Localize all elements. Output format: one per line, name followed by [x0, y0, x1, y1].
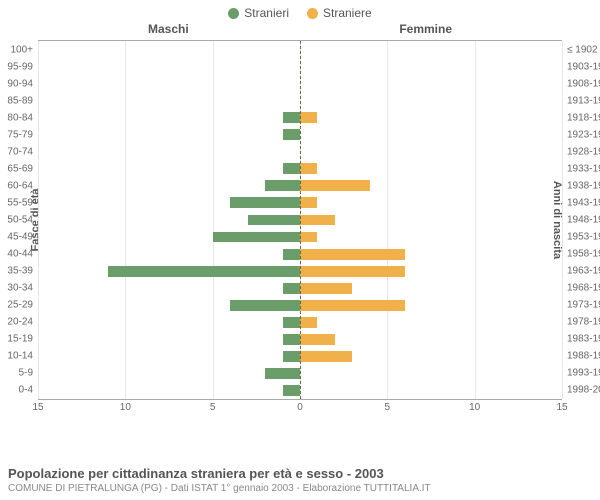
age-label: 75-79 — [7, 129, 38, 140]
x-tick: 10 — [469, 402, 480, 413]
bar-male — [213, 232, 300, 243]
bar-female — [300, 112, 317, 123]
x-tick: 0 — [297, 402, 303, 413]
bar-female — [300, 163, 317, 174]
footer-subtitle: COMUNE DI PIETRALUNGA (PG) - Dati ISTAT … — [8, 483, 431, 494]
age-label: 80-84 — [7, 112, 38, 123]
year-label: 1998-2002 — [562, 385, 600, 396]
bar-male — [108, 266, 300, 277]
zero-line — [300, 41, 301, 399]
bar-male — [230, 300, 300, 311]
bar-male — [283, 351, 300, 362]
age-label: 30-34 — [7, 283, 38, 294]
year-label: 1928-1932 — [562, 146, 600, 157]
year-label: 1983-1987 — [562, 334, 600, 345]
age-label: 25-29 — [7, 300, 38, 311]
x-tick: 5 — [210, 402, 216, 413]
bar-female — [300, 215, 335, 226]
bar-female — [300, 351, 352, 362]
age-label: 85-89 — [7, 95, 38, 106]
legend-item-female: Straniere — [307, 6, 372, 20]
year-label: 1908-1912 — [562, 78, 600, 89]
legend-label-male: Stranieri — [244, 6, 289, 20]
bar-male — [283, 334, 300, 345]
age-label: 45-49 — [7, 232, 38, 243]
bar-male — [283, 163, 300, 174]
bar-male — [230, 197, 300, 208]
x-tick: 5 — [385, 402, 391, 413]
bar-male — [265, 180, 300, 191]
year-label: 1993-1997 — [562, 368, 600, 379]
bar-female — [300, 249, 405, 260]
x-tick: 15 — [32, 402, 43, 413]
year-label: 1978-1982 — [562, 317, 600, 328]
bar-male — [283, 129, 300, 140]
plot-area: Fasce di età Anni di nascita 100+≤ 19029… — [38, 40, 562, 400]
age-label: 10-14 — [7, 351, 38, 362]
age-label: 60-64 — [7, 180, 38, 191]
bar-male — [283, 317, 300, 328]
footer: Popolazione per cittadinanza straniera p… — [8, 466, 431, 494]
year-label: 1918-1922 — [562, 112, 600, 123]
x-tick: 15 — [556, 402, 567, 413]
x-axis: 15105051015 — [38, 400, 562, 416]
header-right: Femmine — [399, 22, 452, 36]
bar-male — [283, 385, 300, 396]
year-label: ≤ 1902 — [562, 44, 598, 55]
year-label: 1953-1957 — [562, 232, 600, 243]
bar-female — [300, 180, 370, 191]
year-label: 1938-1942 — [562, 180, 600, 191]
bar-female — [300, 266, 405, 277]
year-label: 1958-1962 — [562, 249, 600, 260]
year-label: 1963-1967 — [562, 266, 600, 277]
year-label: 1968-1972 — [562, 283, 600, 294]
bar-female — [300, 317, 317, 328]
bar-female — [300, 283, 352, 294]
bar-male — [283, 283, 300, 294]
age-label: 0-4 — [19, 385, 38, 396]
bar-male — [248, 215, 300, 226]
legend-item-male: Stranieri — [228, 6, 289, 20]
year-label: 1988-1992 — [562, 351, 600, 362]
age-label: 95-99 — [7, 61, 38, 72]
age-label: 15-19 — [7, 334, 38, 345]
year-label: 1973-1977 — [562, 300, 600, 311]
bar-female — [300, 197, 317, 208]
chart: Maschi Femmine Fasce di età Anni di nasc… — [38, 22, 562, 432]
x-tick: 10 — [120, 402, 131, 413]
age-label: 5-9 — [19, 368, 38, 379]
legend-swatch-male — [228, 8, 239, 19]
bar-female — [300, 232, 317, 243]
header-left: Maschi — [148, 22, 189, 36]
bar-female — [300, 334, 335, 345]
legend-swatch-female — [307, 8, 318, 19]
age-label: 40-44 — [7, 249, 38, 260]
year-label: 1933-1937 — [562, 163, 600, 174]
year-label: 1903-1907 — [562, 61, 600, 72]
age-label: 35-39 — [7, 266, 38, 277]
bar-male — [265, 368, 300, 379]
age-label: 55-59 — [7, 197, 38, 208]
age-label: 90-94 — [7, 78, 38, 89]
bar-male — [283, 249, 300, 260]
age-label: 100+ — [10, 44, 38, 55]
chart-header: Maschi Femmine — [38, 22, 562, 40]
age-label: 20-24 — [7, 317, 38, 328]
bar-male — [283, 112, 300, 123]
age-label: 70-74 — [7, 146, 38, 157]
legend: Stranieri Straniere — [0, 0, 600, 22]
year-label: 1923-1927 — [562, 129, 600, 140]
year-label: 1943-1947 — [562, 197, 600, 208]
age-label: 50-54 — [7, 214, 38, 225]
year-label: 1948-1952 — [562, 214, 600, 225]
legend-label-female: Straniere — [323, 6, 372, 20]
age-label: 65-69 — [7, 163, 38, 174]
year-label: 1913-1917 — [562, 95, 600, 106]
footer-title: Popolazione per cittadinanza straniera p… — [8, 466, 431, 481]
bar-female — [300, 300, 405, 311]
